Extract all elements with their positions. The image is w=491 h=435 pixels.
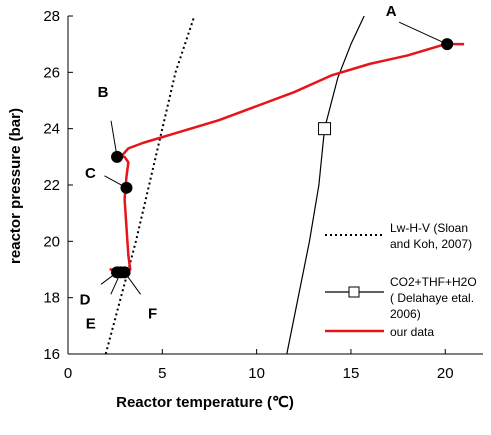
- annotation-leader-a: [398, 21, 448, 45]
- annotation-label-c: C: [85, 165, 96, 182]
- x-tick-label: 0: [64, 365, 72, 382]
- series-marker: [318, 122, 332, 136]
- legend-label-line: CO2+THF+H2O: [390, 275, 477, 289]
- annotation-point-b: [111, 150, 124, 163]
- annotations: A B C DE F: [80, 3, 454, 332]
- annotation-leader-b: [110, 120, 118, 157]
- x-tick-label: 10: [248, 365, 265, 382]
- series-line-1: [104, 16, 196, 354]
- legend-label-line: and Koh, 2007): [390, 237, 472, 251]
- y-axis-title: reactor pressure (bar): [7, 108, 24, 264]
- annotation-point-a: [441, 38, 454, 51]
- y-tick-label: 20: [43, 233, 60, 250]
- legend-marker: [348, 286, 360, 298]
- y-tick-label: 22: [43, 177, 60, 194]
- legend-label-line: ( Delahaye etal.: [390, 291, 474, 305]
- annotation-label-a: A: [386, 3, 397, 20]
- y-tick-label: 24: [43, 121, 60, 138]
- y-tick-label: 28: [43, 8, 60, 25]
- x-tick-label: 15: [343, 365, 360, 382]
- legend-label-line: our data: [390, 325, 434, 339]
- plot-curves: [104, 16, 465, 354]
- annotation-label-f: F: [148, 305, 157, 322]
- markers: [318, 122, 332, 136]
- x-tick-label: 20: [437, 365, 454, 382]
- y-tick-label: 16: [43, 346, 60, 363]
- x-tick-label: 5: [158, 365, 166, 382]
- x-axis-title: Reactor temperature (℃): [116, 394, 294, 411]
- annotation-label-d: D: [80, 291, 91, 308]
- series-line-3: [109, 42, 465, 271]
- y-tick-label: 26: [43, 64, 60, 81]
- legend-label-line: 2006): [390, 307, 421, 321]
- annotation-label-e: E: [86, 315, 96, 332]
- annotation-point-f: [118, 266, 131, 279]
- annotation-label-b: B: [98, 84, 109, 101]
- annotation-point-c: [120, 181, 133, 194]
- y-tick-label: 18: [43, 290, 60, 307]
- series-line-2: [286, 16, 365, 354]
- legend: Lw-H-V (Sloan and Koh, 2007) CO2+THF+H2O ( …: [325, 221, 477, 339]
- legend-label-line: Lw-H-V (Sloan: [390, 221, 468, 235]
- ticks: 0 5 10 15 20 16 18 20 22 24 26 28: [43, 8, 453, 382]
